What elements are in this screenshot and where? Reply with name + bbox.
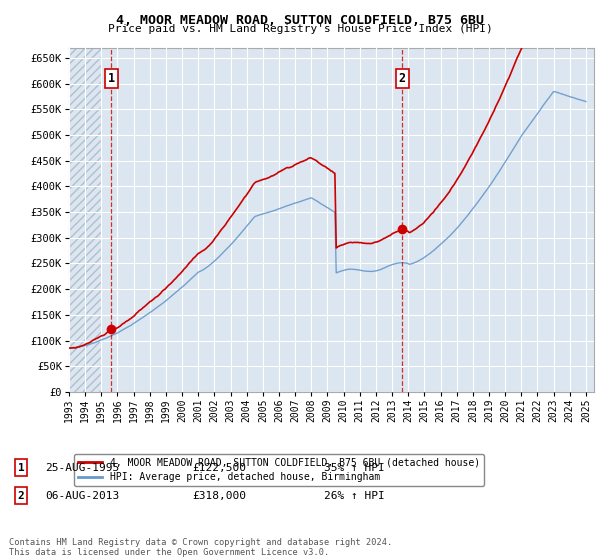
Text: Contains HM Land Registry data © Crown copyright and database right 2024.
This d: Contains HM Land Registry data © Crown c… (9, 538, 392, 557)
Text: 06-AUG-2013: 06-AUG-2013 (45, 491, 119, 501)
Legend: 4, MOOR MEADOW ROAD, SUTTON COLDFIELD, B75 6BU (detached house), HPI: Average pr: 4, MOOR MEADOW ROAD, SUTTON COLDFIELD, B… (74, 454, 484, 486)
Text: 4, MOOR MEADOW ROAD, SUTTON COLDFIELD, B75 6BU: 4, MOOR MEADOW ROAD, SUTTON COLDFIELD, B… (116, 14, 484, 27)
Text: 1: 1 (108, 72, 115, 85)
Text: Price paid vs. HM Land Registry's House Price Index (HPI): Price paid vs. HM Land Registry's House … (107, 24, 493, 34)
Text: 2: 2 (17, 491, 25, 501)
Text: 26% ↑ HPI: 26% ↑ HPI (324, 491, 385, 501)
Text: 2: 2 (398, 72, 406, 85)
Text: £122,500: £122,500 (192, 463, 246, 473)
Text: 25-AUG-1995: 25-AUG-1995 (45, 463, 119, 473)
Text: 35% ↑ HPI: 35% ↑ HPI (324, 463, 385, 473)
Text: 1: 1 (17, 463, 25, 473)
Text: £318,000: £318,000 (192, 491, 246, 501)
